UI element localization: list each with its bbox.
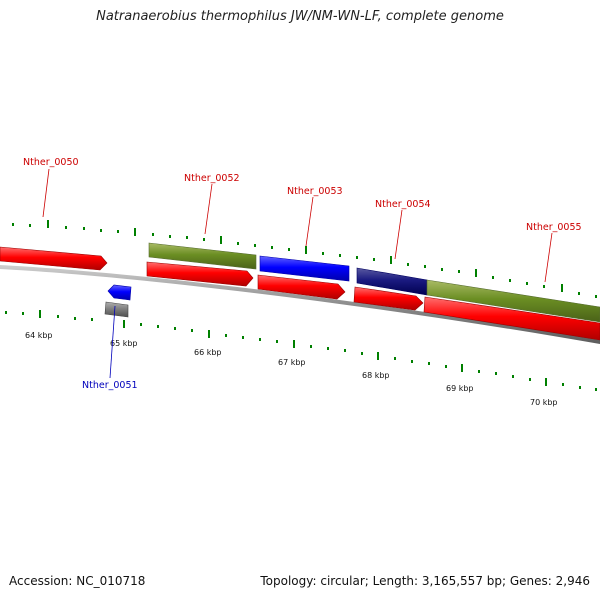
accession-text: Accession: NC_010718 (9, 574, 146, 588)
cog-feature-nther-0053[interactable] (259, 255, 350, 282)
lower-tick-row (5, 310, 597, 391)
gene-label-nther-0053[interactable]: Nther_0053 (287, 186, 343, 197)
cds-arrow-nther-0055[interactable] (423, 296, 600, 341)
cds-arrow-nther-0050[interactable] (0, 246, 108, 271)
cds-arrow-nther-0054[interactable] (353, 286, 424, 311)
scale-label-70: 70 kbp (530, 398, 558, 407)
genome-info-text: Topology: circular; Length: 3,165,557 bp… (260, 574, 590, 588)
scale-labels: 64 kbp 65 kbp 66 kbp 67 kbp 68 kbp 69 kb… (25, 331, 558, 407)
scale-label-65: 65 kbp (110, 339, 138, 348)
scale-label-64: 64 kbp (25, 331, 53, 340)
cds-forward-track (0, 246, 600, 341)
cog-track (148, 242, 600, 323)
label-leaders (42, 168, 553, 379)
cds-arrow-nther-0051[interactable] (107, 284, 132, 301)
reverse-track (104, 284, 132, 318)
genome-title: Natranaerobius thermophilus JW/NM-WN-LF,… (96, 9, 504, 24)
scale-label-66: 66 kbp (194, 348, 222, 357)
gene-label-nther-0054[interactable]: Nther_0054 (375, 199, 431, 210)
gene-labels: Nther_0050 Nther_0051 Nther_0052 Nther_0… (23, 157, 582, 391)
rna-feature-nther-0051[interactable] (104, 301, 129, 318)
upper-tick-row (12, 220, 597, 298)
gene-label-nther-0050[interactable]: Nther_0050 (23, 157, 79, 168)
gene-label-nther-0051[interactable]: Nther_0051 (82, 380, 138, 391)
cog-feature-nther-0052[interactable] (148, 242, 257, 270)
cog-feature-nther-0055[interactable] (426, 279, 600, 323)
scale-label-69: 69 kbp (446, 384, 474, 393)
gene-label-nther-0052[interactable]: Nther_0052 (184, 173, 240, 184)
genome-backbone (0, 265, 600, 344)
cds-arrow-nther-0053[interactable] (257, 274, 346, 300)
scale-label-68: 68 kbp (362, 371, 390, 380)
gene-label-nther-0055[interactable]: Nther_0055 (526, 222, 582, 233)
cds-arrow-nther-0052[interactable] (146, 261, 254, 287)
scale-label-67: 67 kbp (278, 358, 306, 367)
